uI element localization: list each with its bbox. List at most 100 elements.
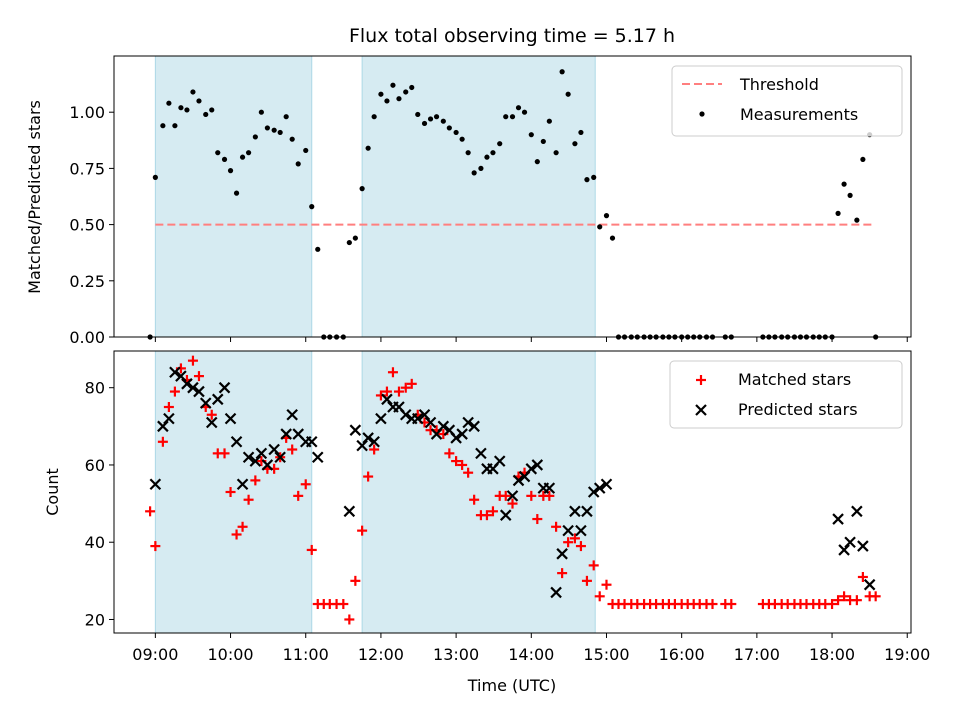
predicted-point [349,424,362,436]
predicted-point [157,420,169,433]
measurement-point [546,118,552,124]
matched-point [344,614,355,625]
x-tick-label: 15:00 [583,645,629,664]
matched-point [857,571,868,582]
predicted-point [230,436,243,448]
predicted-point [375,412,387,425]
measurement-point [841,181,847,187]
top-legend: Threshold Measurements [671,65,903,137]
legend-matched-label: Matched stars [738,370,851,389]
matched-point [726,599,737,610]
predicted-point [205,416,218,429]
predicted-point [356,439,368,452]
matched-point [481,510,492,521]
measurement-point [239,154,246,160]
predicted-point [531,459,544,471]
predicted-point [506,490,519,502]
measurement-point [421,120,428,127]
matched-point [243,494,254,505]
measurement-point [490,150,496,156]
predicted-point [274,451,286,464]
predicted-point [424,416,437,429]
chart-title: Flux total observing time = 5.17 h [349,25,675,47]
predicted-point [493,455,506,467]
predicted-point [600,478,613,491]
measurement-point [346,239,352,246]
matched-point [851,595,862,606]
predicted-point [242,451,255,464]
predicted-point [475,447,487,460]
measurement-point [528,132,534,138]
measurement-point [497,141,503,147]
measurement-point [553,150,559,156]
measurement-point [227,168,234,174]
measurement-point [409,84,415,91]
matched-point [469,494,480,505]
predicted-point [851,505,863,518]
measurement-point [515,105,522,111]
matched-point [187,355,198,366]
measurement-point [384,98,390,104]
predicted-point [255,447,268,460]
measurement-point [283,114,289,120]
measurement-point [433,114,440,120]
legend-x-marker [695,404,707,416]
matched-point [357,525,368,536]
y-tick-label: 40 [85,533,105,552]
predicted-point [581,505,593,518]
matched-point [150,541,161,552]
y-tick-label: 80 [85,379,105,398]
predicted-point [525,463,538,475]
measurement-point [196,98,202,104]
matched-point [157,436,168,447]
measurement-point [446,125,452,131]
predicted-point [437,420,450,433]
predicted-point [236,478,249,491]
y-tick-label: 20 [85,610,105,629]
top-panel: 0.00 0.25 0.50 0.75 1.00 Matched/Predicted s… [25,55,912,347]
predicted-point [587,486,600,498]
top-y-ticks: 0.00 0.25 0.50 0.75 1.00 [69,103,114,347]
legend-matched-swatch [696,375,706,385]
x-tick-label: 19:00 [884,645,930,664]
measurement-point [503,114,509,120]
y-tick-label: 0.00 [69,328,105,347]
matched-point [500,490,511,501]
predicted-point [411,412,424,425]
predicted-point [857,540,869,552]
predicted-point [450,432,462,444]
measurement-point [309,204,315,210]
predicted-point [343,505,356,518]
measurement-point [847,192,853,198]
predicted-point [368,436,380,448]
legend-measurements-swatch [699,111,705,117]
matched-point [369,444,380,455]
measurement-point [203,111,209,118]
x-tick-label: 13:00 [433,645,479,664]
measurement-point [152,174,158,180]
measurement-point [597,224,603,230]
measurement-point [160,123,166,129]
predicted-point [286,408,298,421]
measurement-point [252,134,258,140]
predicted-point [211,393,224,406]
predicted-point [381,393,393,406]
measurement-point [559,69,565,75]
matched-point [300,479,311,490]
matched-point [287,444,298,455]
matched-point [250,475,261,486]
measurement-point [289,136,295,142]
top-y-axis-label: Matched/Predicted stars [25,100,44,294]
measurement-point [190,89,196,95]
x-tick-label: 10:00 [207,645,253,664]
x-tick-label: 12:00 [358,645,404,664]
matched-point [406,378,417,389]
predicted-point [149,478,162,491]
matched-point [444,448,455,459]
legend-plus-marker [696,375,706,385]
x-tick-label: 18:00 [809,645,855,664]
predicted-point [261,459,274,471]
predicted-point [543,482,556,494]
y-tick-label: 0.50 [69,216,105,235]
